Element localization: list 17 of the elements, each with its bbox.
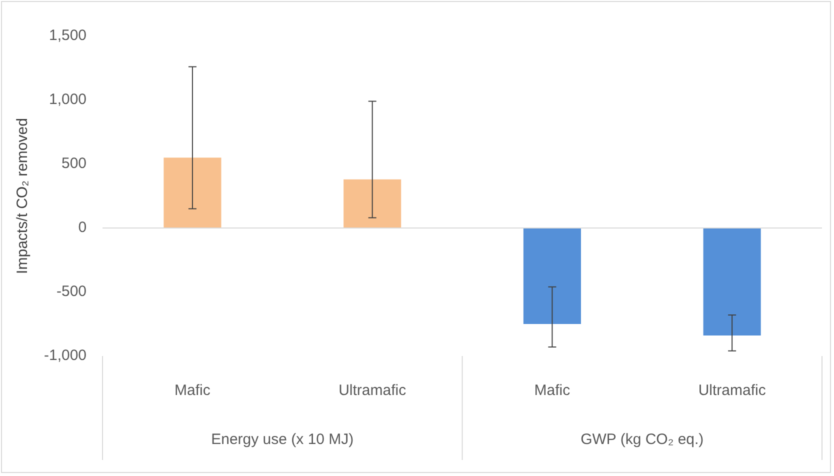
y-axis-title: Impacts/t CO₂ removed <box>14 118 32 274</box>
y-tick-label: 1,000 <box>48 91 87 108</box>
bar <box>164 158 222 228</box>
y-tick-label: 1,500 <box>48 27 87 44</box>
bar <box>703 228 761 336</box>
bar <box>523 228 581 324</box>
x-tick-label: Ultramafic <box>338 382 407 400</box>
y-tick-label: 500 <box>62 155 87 172</box>
text: GWP (kg CO₂ eq.) <box>580 431 704 448</box>
x-tick-label: Mafic <box>534 382 571 400</box>
y-tick-label: -1,000 <box>44 347 87 364</box>
x-tick-label: Mafic <box>174 382 211 400</box>
y-tick-label: 0 <box>78 219 87 236</box>
y-tick-label: -500 <box>56 283 87 300</box>
x-tick-label: Ultramafic <box>698 382 766 400</box>
text: Energy use (x 10 MJ) <box>211 431 354 448</box>
bar <box>344 179 402 228</box>
